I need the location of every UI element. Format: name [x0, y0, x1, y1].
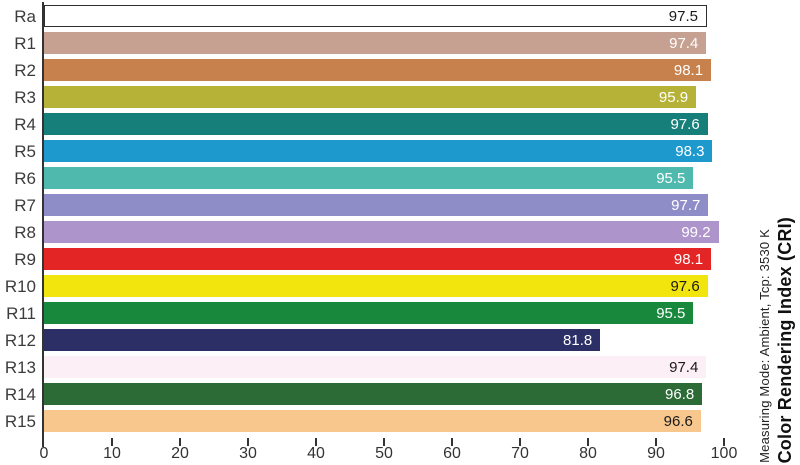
value-label: 97.6 [670, 277, 700, 295]
bar-row: R7 97.7 [0, 192, 800, 219]
y-axis-line [42, 2, 44, 447]
bar-row: R5 98.3 [0, 138, 800, 165]
bar-row: R4 97.6 [0, 111, 800, 138]
category-label: R11 [6, 304, 36, 323]
category-label: R13 [4, 358, 36, 377]
x-tick-label: 30 [239, 445, 257, 462]
x-tick-label: 10 [103, 445, 121, 462]
bar-row: R9 98.1 [0, 246, 800, 273]
category-label: R1 [14, 34, 36, 53]
value-label: 97.7 [671, 196, 701, 214]
measuring-mode-annotation: Measuring Mode: Ambient, Tcp: 3530 K [757, 229, 772, 463]
bar: 98.1 [44, 59, 712, 81]
x-tick-label: 60 [443, 445, 461, 462]
x-tick-mark [451, 438, 453, 446]
category-label: R9 [14, 250, 36, 269]
x-tick-mark [587, 438, 589, 446]
bar: 97.6 [44, 113, 708, 135]
bar: 97.5 [44, 5, 707, 27]
category-label: R4 [14, 115, 36, 134]
chart-title: Color Rendering Index (CRI) [775, 216, 795, 463]
value-label: 97.4 [669, 34, 699, 52]
category-label: Ra [14, 7, 36, 26]
x-tick-label: 70 [511, 445, 529, 462]
bar-row: R13 97.4 [0, 354, 800, 381]
category-label: R7 [14, 196, 36, 215]
bar: 97.7 [44, 194, 709, 216]
x-tick-label: 100 [710, 445, 738, 462]
bar: 99.2 [44, 221, 719, 243]
x-tick-mark [247, 438, 249, 446]
category-label: R3 [14, 88, 36, 107]
x-tick-label: 20 [171, 445, 189, 462]
category-label: R6 [14, 169, 36, 188]
bar: 96.6 [44, 410, 701, 432]
bar: 97.4 [44, 32, 707, 54]
x-tick-mark [383, 438, 385, 446]
bar: 81.8 [44, 329, 601, 351]
bar: 95.5 [44, 167, 694, 189]
value-label: 98.1 [673, 61, 704, 79]
value-label: 95.5 [656, 304, 686, 322]
x-tick-mark [315, 438, 317, 446]
bar-row: R12 81.8 [0, 327, 800, 354]
bar: 97.4 [44, 356, 707, 378]
bar-row: R10 97.6 [0, 273, 800, 300]
bar-row: R2 98.1 [0, 57, 800, 84]
right-axis-labels: Measuring Mode: Ambient, Tcp: 3530 K Col… [757, 217, 796, 463]
bar-row: R6 95.5 [0, 165, 800, 192]
category-label: R15 [4, 412, 36, 431]
value-label: 99.2 [681, 223, 711, 241]
value-label: 97.4 [669, 358, 699, 376]
value-label: 81.8 [563, 331, 593, 349]
value-label: 98.3 [675, 142, 705, 160]
value-label: 95.5 [656, 169, 686, 187]
bar: 98.3 [44, 140, 713, 162]
value-label: 95.9 [658, 88, 689, 106]
x-tick-label: 0 [39, 445, 49, 462]
bar-row: Ra 97.5 [0, 3, 800, 30]
category-label: R5 [14, 142, 36, 161]
x-tick-mark [655, 438, 657, 446]
category-label: R10 [4, 277, 36, 296]
category-label: R2 [14, 61, 36, 80]
bar: 95.5 [44, 302, 694, 324]
x-tick-mark [519, 438, 521, 446]
value-label: 96.8 [665, 385, 695, 403]
bar-row: R11 95.5 [0, 300, 800, 327]
category-label: R14 [4, 385, 36, 404]
x-tick-label: 90 [647, 445, 665, 462]
value-label: 97.5 [668, 7, 698, 25]
category-label: R12 [4, 331, 36, 350]
bar: 95.9 [44, 86, 697, 108]
bar-row: R1 97.4 [0, 30, 800, 57]
value-label: 96.6 [663, 412, 693, 430]
x-tick-label: 80 [579, 445, 597, 462]
bar: 97.6 [44, 275, 708, 297]
x-tick-label: 40 [307, 445, 325, 462]
bar-row: R15 96.6 [0, 408, 800, 435]
x-tick-mark [179, 438, 181, 446]
bar: 98.1 [44, 248, 712, 270]
bar: 96.8 [44, 383, 703, 405]
x-tick-label: 50 [375, 445, 393, 462]
bar-row: R8 99.2 [0, 219, 800, 246]
category-label: R8 [14, 223, 36, 242]
bar-rows: Ra 97.5 R1 97.4 R2 98.1 R3 95.9 R4 97.6 R5 98.3 R6 95… [0, 3, 800, 435]
bar-row: R3 95.9 [0, 84, 800, 111]
x-tick-mark [723, 438, 725, 446]
bar-row: R14 96.8 [0, 381, 800, 408]
x-tick-mark [111, 438, 113, 446]
value-label: 98.1 [673, 250, 704, 268]
value-label: 97.6 [670, 115, 700, 133]
